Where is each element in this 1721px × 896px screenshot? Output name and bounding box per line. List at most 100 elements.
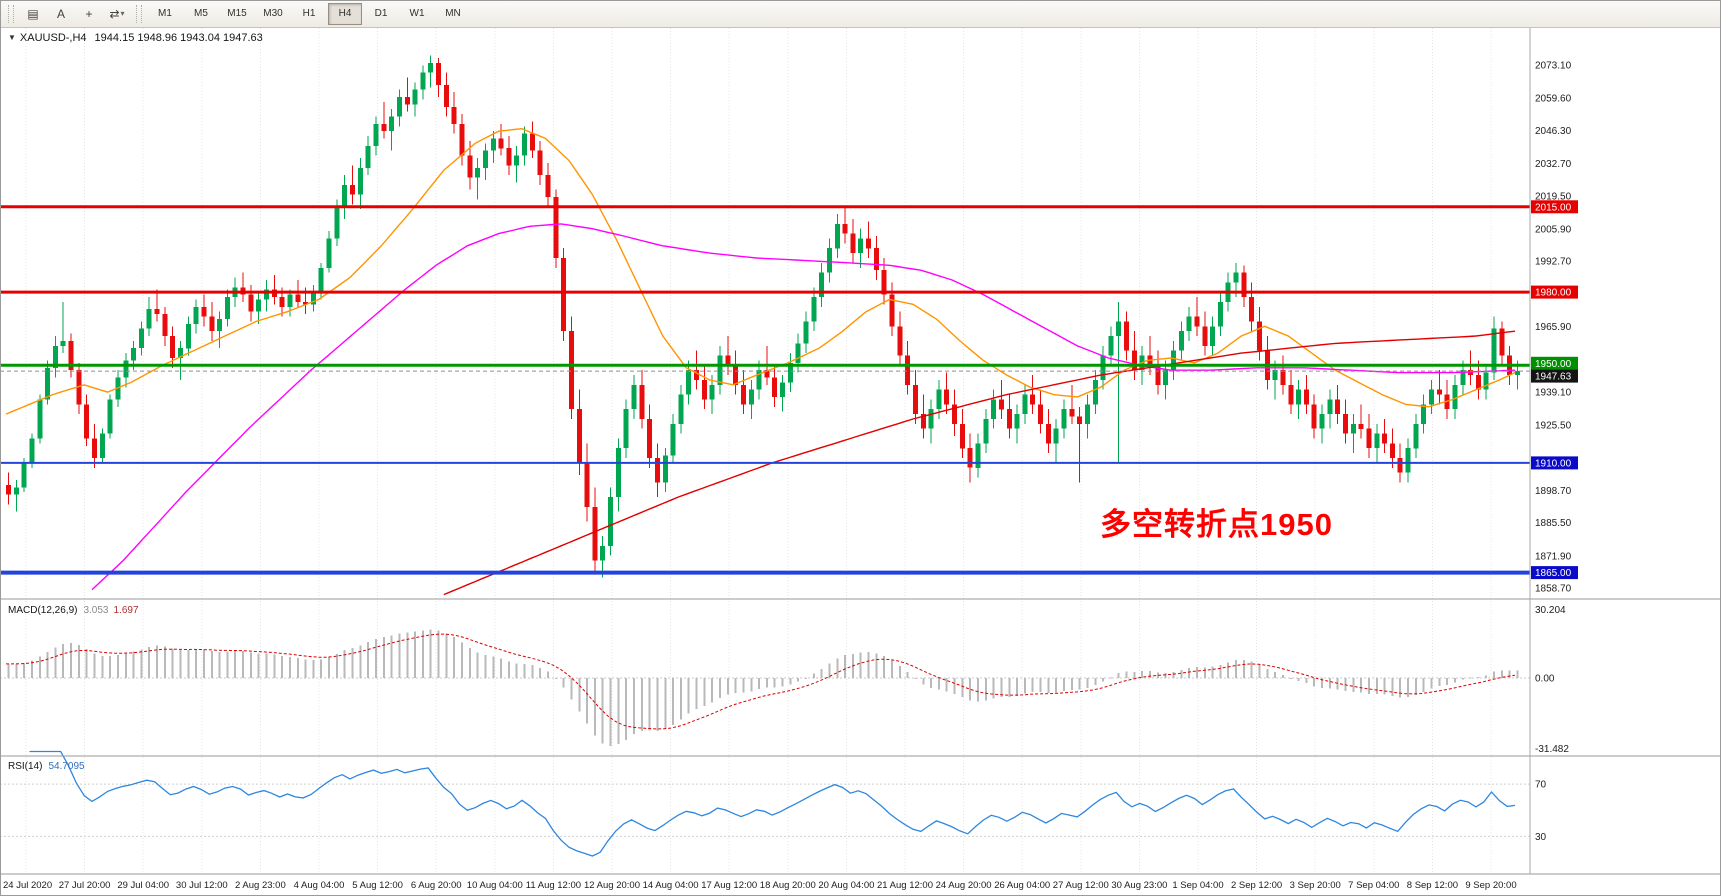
svg-text:5 Aug 12:00: 5 Aug 12:00 xyxy=(352,880,403,891)
ohlc-readout: 1944.15 1948.96 1943.04 1947.63 xyxy=(94,32,263,44)
crosshair-button[interactable]: + xyxy=(76,2,102,26)
tf-button-w1[interactable]: W1 xyxy=(409,8,425,19)
svg-text:1947.63: 1947.63 xyxy=(1535,372,1572,383)
tf-button-m30[interactable]: M30 xyxy=(263,8,283,19)
macd-name: MACD(12,26,9) xyxy=(8,605,78,616)
svg-text:24 Aug 20:00: 24 Aug 20:00 xyxy=(936,880,992,891)
price-badge: 1950.00 xyxy=(1531,356,1578,370)
macd-histogram xyxy=(7,629,1519,746)
ma-slow-red[interactable] xyxy=(443,330,1516,596)
cycle-symbol-icon: ⇄ xyxy=(109,6,120,21)
chart-symbol-period: XAUUSD-,H4 xyxy=(19,32,87,44)
symbol-dropdown-icon: ▼ xyxy=(8,33,16,42)
svg-text:10 Aug 04:00: 10 Aug 04:00 xyxy=(467,880,523,891)
price-scale[interactable]: 2073.10 2059.60 2046.30 2032.70 2019.50 2005.… xyxy=(1535,61,1572,595)
svg-text:20 Aug 04:00: 20 Aug 04:00 xyxy=(818,880,874,891)
chart-text-annotation[interactable]: 多空转折点1950 xyxy=(1100,507,1333,542)
svg-text:2019.50: 2019.50 xyxy=(1535,191,1572,202)
tf-button-h4[interactable]: H4 xyxy=(328,2,362,25)
ma-fast-orange[interactable] xyxy=(5,127,1516,415)
rsi-indicator-label: RSI(14) 54.7095 xyxy=(8,761,85,772)
svg-text:2073.10: 2073.10 xyxy=(1535,61,1572,72)
svg-text:1 Sep 04:00: 1 Sep 04:00 xyxy=(1172,880,1223,891)
svg-text:30 Aug 23:00: 30 Aug 23:00 xyxy=(1111,880,1167,891)
svg-text:14 Aug 04:00: 14 Aug 04:00 xyxy=(643,880,699,891)
macd-signal-line xyxy=(6,633,1516,730)
candles-layer[interactable] xyxy=(6,55,1520,578)
toolbar-grip[interactable] xyxy=(8,4,14,23)
toolbar-grip[interactable] xyxy=(136,4,142,23)
svg-text:11 Aug 12:00: 11 Aug 12:00 xyxy=(526,880,581,891)
svg-text:1980.00: 1980.00 xyxy=(1535,288,1572,299)
svg-text:2 Sep 12:00: 2 Sep 12:00 xyxy=(1231,880,1282,891)
text-label-icon: A xyxy=(56,6,65,21)
svg-text:2032.70: 2032.70 xyxy=(1535,159,1572,170)
svg-text:26 Aug 04:00: 26 Aug 04:00 xyxy=(994,880,1050,891)
timeframe-group: M1 M5 M15 M30 H1 H4 D1 W1 MN xyxy=(147,2,471,25)
macd-scale[interactable]: 30.204 0.00 -31.482 xyxy=(1535,605,1569,755)
tf-button-m1[interactable]: M1 xyxy=(158,8,172,19)
price-badge: 1865.00 xyxy=(1531,566,1578,580)
svg-text:21 Aug 12:00: 21 Aug 12:00 xyxy=(877,880,933,891)
toolbar: ▤ A + ⇄ ▾ M1 M5 M15 M30 H1 H4 D1 W1 MN xyxy=(0,0,1721,28)
svg-text:1939.10: 1939.10 xyxy=(1535,387,1572,398)
price-badge: 1910.00 xyxy=(1531,456,1578,470)
svg-text:30.204: 30.204 xyxy=(1535,605,1566,616)
svg-text:0.00: 0.00 xyxy=(1535,674,1555,685)
svg-text:27 Jul 20:00: 27 Jul 20:00 xyxy=(59,880,111,891)
svg-text:2005.90: 2005.90 xyxy=(1535,225,1572,236)
svg-text:8 Sep 12:00: 8 Sep 12:00 xyxy=(1407,880,1458,891)
chart-title-bar: ▼ XAUUSD-,H4 1944.15 1948.96 1943.04 1947.… xyxy=(8,32,263,44)
price-badge: 2015.00 xyxy=(1531,200,1578,214)
cycle-symbol-button[interactable]: ⇄ ▾ xyxy=(104,2,130,26)
svg-text:1992.70: 1992.70 xyxy=(1535,257,1572,268)
svg-text:2015.00: 2015.00 xyxy=(1535,202,1572,213)
svg-text:1965.90: 1965.90 xyxy=(1535,322,1572,333)
svg-text:30 Jul 12:00: 30 Jul 12:00 xyxy=(176,880,228,891)
tf-button-m5[interactable]: M5 xyxy=(194,8,208,19)
rsi-scale[interactable]: 70 30 xyxy=(1535,780,1547,843)
chart-window-button[interactable]: ▤ xyxy=(20,2,46,26)
svg-text:24 Jul 2020: 24 Jul 2020 xyxy=(3,880,52,891)
rsi-line xyxy=(29,750,1516,857)
macd-indicator-label: MACD(12,26,9) 3.053 1.697 xyxy=(8,605,139,616)
svg-text:1871.90: 1871.90 xyxy=(1535,551,1572,562)
tf-button-d1[interactable]: D1 xyxy=(374,8,388,19)
svg-text:6 Aug 20:00: 6 Aug 20:00 xyxy=(411,880,462,891)
svg-text:4 Aug 04:00: 4 Aug 04:00 xyxy=(294,880,345,891)
svg-text:1898.70: 1898.70 xyxy=(1535,486,1572,497)
svg-text:1865.00: 1865.00 xyxy=(1535,568,1572,579)
price-badge: 1980.00 xyxy=(1531,285,1578,299)
time-scale[interactable]: 24 Jul 2020 27 Jul 20:00 29 Jul 04:00 30 Ju… xyxy=(3,880,1517,891)
svg-text:27 Aug 12:00: 27 Aug 12:00 xyxy=(1053,880,1109,891)
svg-text:12 Aug 20:00: 12 Aug 20:00 xyxy=(584,880,640,891)
svg-text:1885.50: 1885.50 xyxy=(1535,518,1572,529)
svg-text:29 Jul 04:00: 29 Jul 04:00 xyxy=(117,880,169,891)
price-badge: 1947.63 xyxy=(1531,369,1578,383)
grid-layer xyxy=(25,28,1492,873)
text-label-button[interactable]: A xyxy=(48,2,74,26)
svg-text:2 Aug 23:00: 2 Aug 23:00 xyxy=(235,880,286,891)
svg-text:3 Sep 20:00: 3 Sep 20:00 xyxy=(1290,880,1341,891)
dropdown-caret-icon: ▾ xyxy=(120,9,125,18)
svg-text:1950.00: 1950.00 xyxy=(1535,359,1572,370)
svg-text:30: 30 xyxy=(1535,832,1547,843)
svg-text:18 Aug 20:00: 18 Aug 20:00 xyxy=(760,880,816,891)
macd-signal-value: 1.697 xyxy=(113,605,139,616)
svg-text:7 Sep 04:00: 7 Sep 04:00 xyxy=(1348,880,1399,891)
crosshair-icon: + xyxy=(85,6,93,21)
tf-button-mn[interactable]: MN xyxy=(445,8,461,19)
svg-text:17 Aug 12:00: 17 Aug 12:00 xyxy=(701,880,757,891)
svg-text:2059.60: 2059.60 xyxy=(1535,94,1572,105)
chart-window-icon: ▤ xyxy=(27,6,39,21)
rsi-value: 54.7095 xyxy=(48,761,85,772)
svg-text:70: 70 xyxy=(1535,780,1547,791)
tf-button-h1[interactable]: H1 xyxy=(302,8,316,19)
svg-text:1858.70: 1858.70 xyxy=(1535,584,1572,595)
tf-button-m15[interactable]: M15 xyxy=(227,8,247,19)
svg-text:1925.50: 1925.50 xyxy=(1535,421,1572,432)
svg-text:9 Sep 20:00: 9 Sep 20:00 xyxy=(1465,880,1516,891)
drawing-tools-group: ▤ A + ⇄ ▾ xyxy=(19,2,131,26)
ma-mid-magenta[interactable] xyxy=(91,223,1516,591)
